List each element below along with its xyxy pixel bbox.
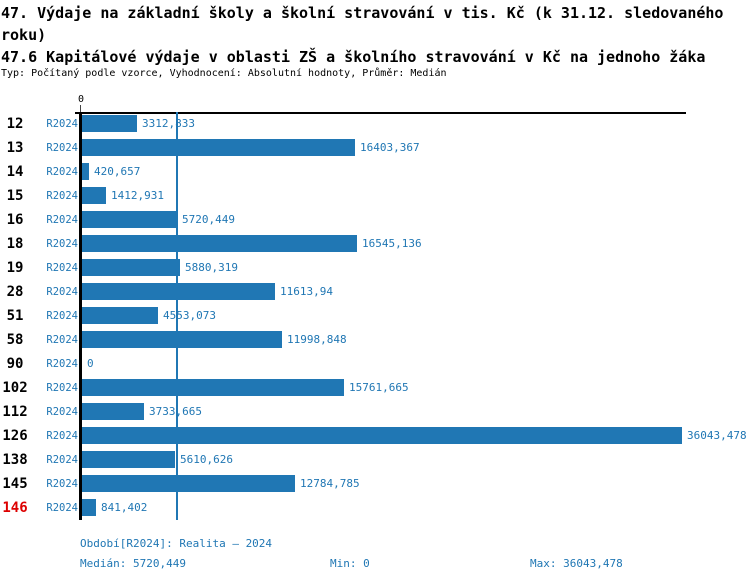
bar-value-label: 1412,931 — [111, 189, 164, 202]
bar[interactable] — [82, 283, 275, 300]
row-category-label: 15 — [6, 188, 24, 204]
footer-period: Období[R2024]: Realita – 2024 — [80, 537, 273, 550]
chart-row: 102 R2024 15761,665 — [0, 379, 750, 396]
chart-row: 90 R2024 0 — [0, 355, 750, 372]
bar-value-label: 5610,626 — [180, 453, 233, 466]
row-series-label: R2024 — [46, 358, 78, 370]
row-category-label: 13 — [6, 140, 24, 156]
bar[interactable] — [82, 427, 682, 444]
footer-max: Max: 36043,478 — [530, 557, 623, 570]
row-category-label: 146 — [2, 500, 28, 516]
chart-row: 18 R2024 16545,136 — [0, 235, 750, 252]
row-series-label: R2024 — [46, 118, 78, 130]
row-series-label: R2024 — [46, 406, 78, 418]
bar[interactable] — [82, 307, 158, 324]
chart-row: 145 R2024 12784,785 — [0, 475, 750, 492]
chart-meta: Typ: Počítaný podle vzorce, Vyhodnocení:… — [1, 68, 447, 79]
row-category-label: 12 — [6, 116, 24, 132]
bar-value-label: 5880,319 — [185, 261, 238, 274]
row-category-label: 28 — [6, 284, 24, 300]
bar[interactable] — [82, 187, 106, 204]
row-category-label: 19 — [6, 260, 24, 276]
bar[interactable] — [82, 379, 344, 396]
chart-row: 12 R2024 3312,833 — [0, 115, 750, 132]
row-series-label: R2024 — [46, 286, 78, 298]
bar[interactable] — [82, 451, 175, 468]
bar[interactable] — [82, 115, 137, 132]
row-category-label: 112 — [2, 404, 28, 420]
bar-value-label: 36043,478 — [687, 429, 747, 442]
bar-value-label: 5720,449 — [182, 213, 235, 226]
chart-row: 146 R2024 841,402 — [0, 499, 750, 516]
row-series-label: R2024 — [46, 454, 78, 466]
chart-row: 28 R2024 11613,94 — [0, 283, 750, 300]
axis-zero-label: 0 — [77, 94, 85, 105]
page-subtitle: 47.6 Kapitálové výdaje v oblasti ZŠ a šk… — [1, 48, 706, 66]
bar[interactable] — [82, 331, 282, 348]
bar[interactable] — [82, 163, 89, 180]
row-series-label: R2024 — [46, 502, 78, 514]
chart-row: 19 R2024 5880,319 — [0, 259, 750, 276]
row-series-label: R2024 — [46, 262, 78, 274]
row-series-label: R2024 — [46, 238, 78, 250]
row-series-label: R2024 — [46, 430, 78, 442]
bar-value-label: 841,402 — [101, 501, 148, 514]
bar-value-label: 16545,136 — [362, 237, 422, 250]
row-category-label: 58 — [6, 332, 24, 348]
row-category-label: 90 — [6, 356, 24, 372]
bar[interactable] — [82, 259, 180, 276]
bar[interactable] — [82, 499, 96, 516]
chart-row: 16 R2024 5720,449 — [0, 211, 750, 228]
bar[interactable] — [82, 475, 295, 492]
bar[interactable] — [82, 403, 144, 420]
row-series-label: R2024 — [46, 382, 78, 394]
row-series-label: R2024 — [46, 142, 78, 154]
axis-vertical-line — [79, 112, 82, 520]
row-series-label: R2024 — [46, 310, 78, 322]
chart-row: 58 R2024 11998,848 — [0, 331, 750, 348]
row-series-label: R2024 — [46, 334, 78, 346]
row-series-label: R2024 — [46, 214, 78, 226]
row-category-label: 102 — [2, 380, 28, 396]
bar-value-label: 4553,073 — [163, 309, 216, 322]
row-category-label: 16 — [6, 212, 24, 228]
row-series-label: R2024 — [46, 190, 78, 202]
chart-row: 51 R2024 4553,073 — [0, 307, 750, 324]
bar-value-label: 16403,367 — [360, 141, 420, 154]
bar-value-label: 15761,665 — [349, 381, 409, 394]
chart-row: 112 R2024 3733,665 — [0, 403, 750, 420]
median-line — [176, 112, 178, 520]
row-category-label: 126 — [2, 428, 28, 444]
bar[interactable] — [82, 235, 357, 252]
chart-row: 126 R2024 36043,478 — [0, 427, 750, 444]
bar-value-label: 12784,785 — [300, 477, 360, 490]
bar-value-label: 3312,833 — [142, 117, 195, 130]
axis-top-line — [75, 112, 686, 114]
axis-tick — [80, 105, 81, 113]
bar-value-label: 0 — [87, 357, 94, 370]
bar[interactable] — [82, 139, 355, 156]
row-category-label: 51 — [6, 308, 24, 324]
bar-value-label: 11998,848 — [287, 333, 347, 346]
chart-row: 15 R2024 1412,931 — [0, 187, 750, 204]
row-category-label: 145 — [2, 476, 28, 492]
row-category-label: 138 — [2, 452, 28, 468]
bar[interactable] — [82, 211, 177, 228]
bar-value-label: 420,657 — [94, 165, 141, 178]
bar-value-label: 11613,94 — [280, 285, 333, 298]
footer-median: Medián: 5720,449 — [80, 557, 186, 570]
chart-row: 14 R2024 420,657 — [0, 163, 750, 180]
chart-row: 13 R2024 16403,367 — [0, 139, 750, 156]
footer-min: Min: 0 — [330, 557, 370, 570]
chart-row: 138 R2024 5610,626 — [0, 451, 750, 468]
row-series-label: R2024 — [46, 478, 78, 490]
row-category-label: 18 — [6, 236, 24, 252]
bar-value-label: 3733,665 — [149, 405, 202, 418]
row-category-label: 14 — [6, 164, 24, 180]
row-series-label: R2024 — [46, 166, 78, 178]
page-title: 47. Výdaje na základní školy a školní st… — [1, 4, 724, 44]
